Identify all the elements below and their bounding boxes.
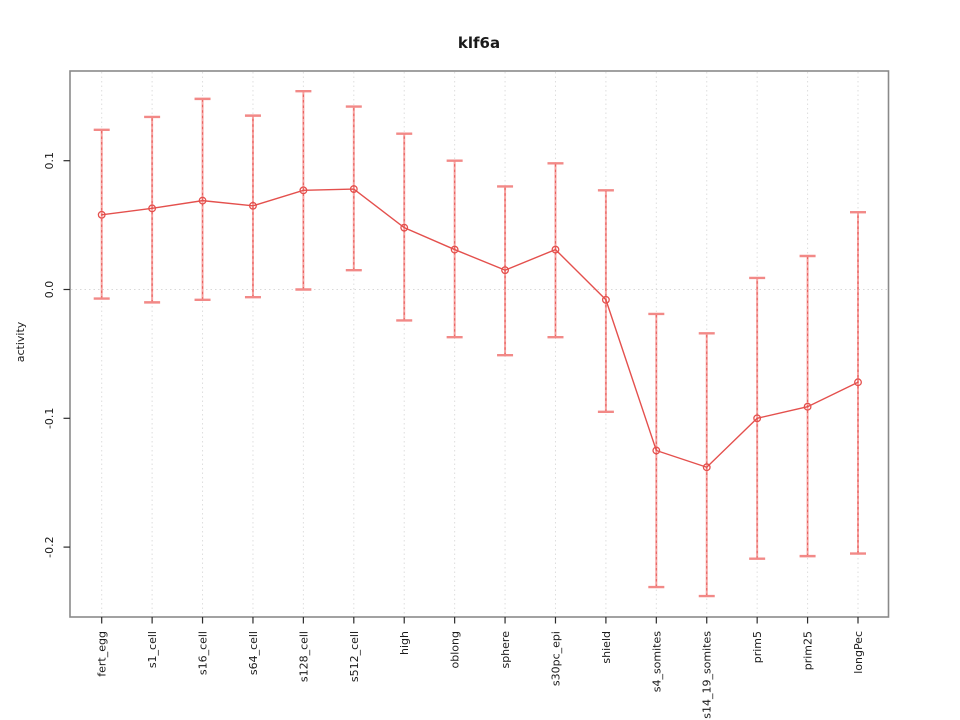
data-point bbox=[501, 266, 510, 275]
x-axis-label: high bbox=[398, 631, 411, 655]
data-point bbox=[249, 201, 257, 210]
data-point bbox=[551, 245, 560, 254]
x-axis-label: oblong bbox=[449, 631, 462, 668]
x-axis-label: prim25 bbox=[802, 631, 815, 670]
y-tick-label: -0.1 bbox=[43, 408, 56, 429]
data-point bbox=[652, 446, 661, 455]
data-point bbox=[601, 295, 610, 304]
x-axis-label: prim5 bbox=[751, 631, 764, 663]
data-point bbox=[148, 204, 157, 213]
x-axis-label: s30pc_epi bbox=[549, 631, 562, 686]
x-axis-label: s128_cell bbox=[297, 631, 310, 682]
data-point bbox=[400, 223, 409, 232]
y-tick-label: -0.2 bbox=[43, 536, 56, 557]
data-point bbox=[803, 402, 812, 411]
data-point bbox=[198, 196, 207, 205]
x-axis-label: s14_19_somites bbox=[701, 631, 714, 719]
data-point bbox=[854, 378, 862, 387]
chart-layers: 0.1 0.0 -0.1 -0.2 fert_egg s1_cell s16_cell s64… bbox=[43, 70, 890, 719]
series-line bbox=[101, 188, 859, 469]
chart-title: klf6a bbox=[458, 34, 500, 52]
y-tick-label: 0.0 bbox=[43, 281, 56, 299]
data-point bbox=[299, 186, 308, 195]
data-point bbox=[702, 463, 711, 472]
x-axis-label: longPec bbox=[852, 631, 865, 674]
x-axis-label: fert_egg bbox=[96, 631, 109, 677]
x-axis-label: s512_cell bbox=[348, 631, 361, 682]
data-point bbox=[450, 245, 459, 254]
x-axis-label: sphere bbox=[499, 631, 512, 669]
x-axis-label: s64_cell bbox=[247, 631, 260, 675]
data-point bbox=[349, 185, 358, 193]
plot-box bbox=[69, 70, 890, 618]
x-axis-label: shield bbox=[600, 631, 613, 664]
x-axis-label: s1_cell bbox=[146, 631, 159, 668]
y-axis-label: activity bbox=[14, 321, 27, 362]
y-tick-label: 0.1 bbox=[43, 152, 56, 170]
data-point bbox=[753, 414, 762, 423]
x-axis-label: s16_cell bbox=[197, 631, 210, 675]
x-axis-label: s4_somites bbox=[650, 631, 663, 693]
data-point bbox=[97, 210, 106, 219]
